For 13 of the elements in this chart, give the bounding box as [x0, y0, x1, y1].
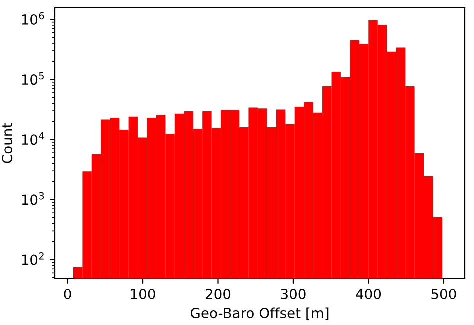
y-tick-label: 10$^{3}$: [22, 192, 44, 206]
x-tick-label: 400: [356, 288, 382, 300]
y-tick-label: 10$^{2}$: [22, 252, 44, 266]
y-tick-label: 10$^{5}$: [22, 72, 44, 86]
x-axis-title: Geo-Baro Offset [m]: [190, 308, 329, 320]
x-tick-label: 0: [64, 288, 72, 300]
y-axis-title: Count: [2, 123, 13, 164]
y-tick-label: 10$^{6}$: [22, 12, 44, 25]
x-tick-label: 100: [131, 288, 156, 300]
x-tick-label: 200: [206, 288, 231, 300]
x-tick-label: 300: [281, 288, 306, 300]
y-tick-label: 10$^{4}$: [22, 132, 44, 146]
x-tick-label: 500: [432, 288, 456, 300]
